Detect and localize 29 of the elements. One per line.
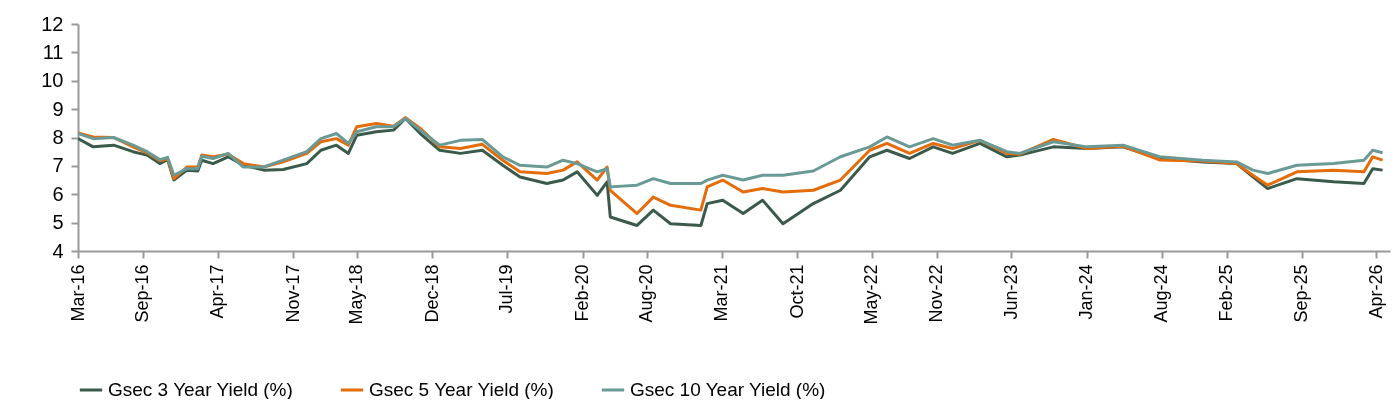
x-tick-label: Nov-22 [926, 264, 947, 323]
y-tick-label: 7 [52, 154, 64, 177]
x-tick-label: Nov-17 [282, 264, 303, 323]
x-tick-label: Apr-26 [1365, 264, 1386, 319]
x-tick-label: Jan-24 [1076, 264, 1097, 320]
x-tick-label: May-22 [861, 264, 882, 325]
x-tick-label: Apr-17 [207, 264, 228, 319]
y-tick-label: 12 [41, 12, 64, 35]
y-tick-label: 5 [52, 211, 64, 234]
x-tick-label: Mar-21 [711, 264, 732, 322]
line-series [78, 116, 1385, 189]
x-tick-label: Aug-24 [1151, 264, 1172, 323]
x-tick-label: Sep-16 [132, 264, 153, 323]
x-tick-label: Feb-20 [572, 264, 593, 322]
y-tick-label: 11 [42, 40, 64, 63]
x-tick-label: Aug-20 [636, 264, 657, 323]
y-tick-label: 6 [52, 182, 64, 205]
x-tick-label: Mar-16 [67, 264, 88, 322]
y-tick-label: 10 [41, 69, 64, 92]
x-tick-label: Oct-21 [786, 264, 807, 319]
x-tick-label: Dec-18 [421, 264, 442, 323]
y-tick-label: 8 [52, 126, 64, 148]
x-tick-label: May-18 [346, 264, 367, 325]
y-tick-label: 4 [52, 239, 64, 262]
x-tick-label: Feb-25 [1216, 264, 1237, 322]
y-tick-label: 9 [52, 97, 64, 120]
x-tick-label: Sep-25 [1291, 264, 1312, 323]
x-tick-label: Jun-23 [1000, 264, 1021, 320]
x-tick-label: Jul-19 [496, 264, 517, 314]
